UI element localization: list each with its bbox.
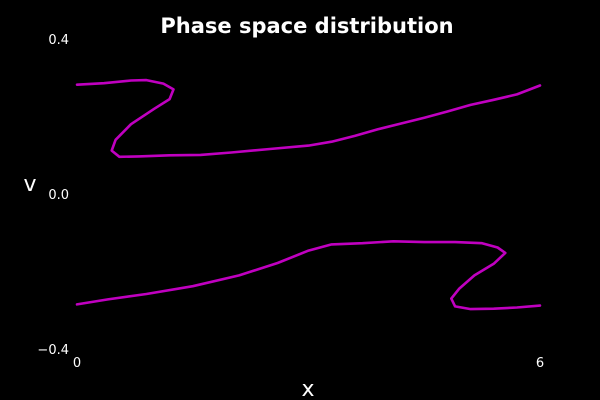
x-tick-label: 6 bbox=[536, 356, 544, 371]
y-tick-label: 0.0 bbox=[48, 188, 69, 203]
series-layer bbox=[75, 78, 542, 311]
ticks-layer: 0 6 0.4 0.0 −0.4 bbox=[37, 33, 544, 371]
chart-title: Phase space distribution bbox=[160, 14, 453, 38]
y-tick-label: 0.4 bbox=[48, 33, 69, 48]
x-tick-label: 0 bbox=[73, 356, 81, 371]
series-line-2 bbox=[75, 240, 542, 311]
y-axis-label: v bbox=[23, 172, 36, 197]
x-axis-label: x bbox=[301, 377, 314, 400]
y-tick-label: −0.4 bbox=[37, 343, 69, 358]
series-line-1 bbox=[75, 78, 542, 159]
